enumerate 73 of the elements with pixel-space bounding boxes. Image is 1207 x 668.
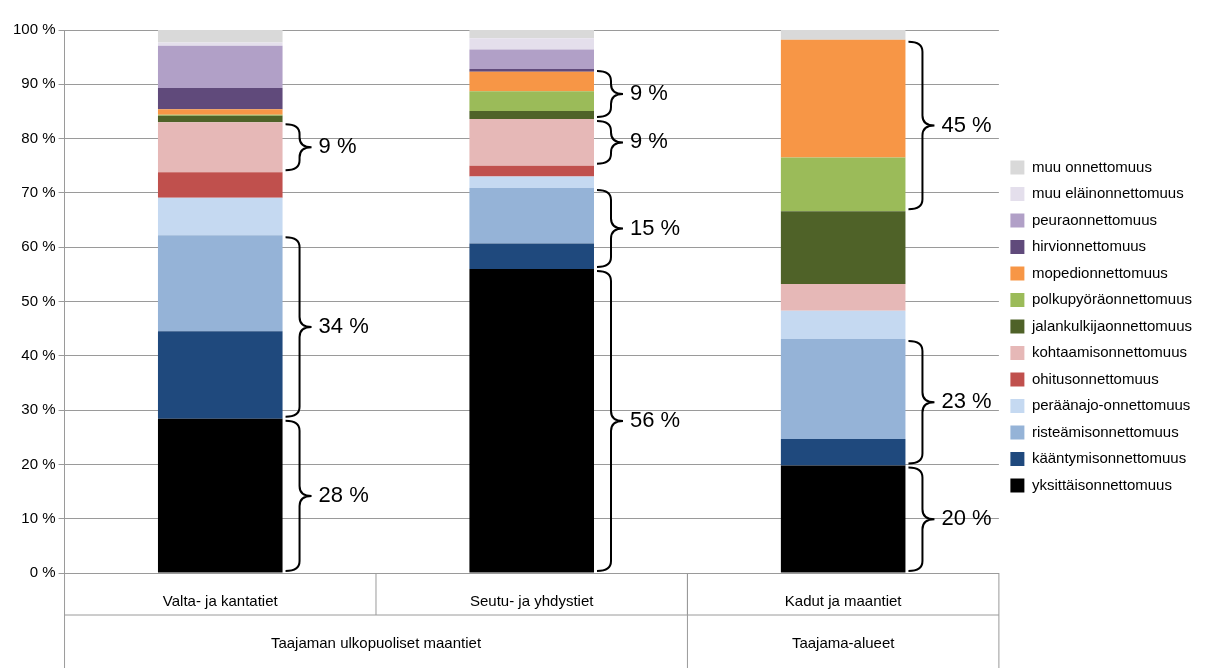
legend-label: yksittäisonnettomuus: [1031, 475, 1172, 493]
annotation: 34 %: [318, 313, 369, 339]
bar: [157, 109, 283, 115]
legend-label: muu eläinonnettomuus: [1031, 184, 1184, 202]
legend-label: muu onnettomuus: [1031, 157, 1152, 175]
bar: [780, 284, 906, 311]
legend-label: peräänajo-onnettomuus: [1031, 396, 1191, 414]
bar: [780, 157, 906, 212]
y-tick-label: 0 %: [29, 563, 56, 581]
legend-label: jalankulkijaonnettomuus: [1030, 316, 1192, 334]
bar: [780, 30, 906, 40]
y-tick-label: 20 %: [21, 454, 56, 472]
y-tick-label: 30 %: [21, 400, 56, 418]
bar: [157, 331, 283, 419]
bar: [157, 122, 283, 173]
bar: [469, 69, 594, 72]
bar: [157, 45, 283, 89]
bar: [469, 119, 594, 166]
bar: [469, 71, 594, 92]
annotation: 9 %: [630, 80, 668, 106]
annotation: 56 %: [630, 407, 681, 433]
text: Taajama-alueet: [791, 634, 896, 652]
annotation: 45 %: [941, 111, 992, 137]
bar: [469, 91, 594, 111]
y-tick-label: 60 %: [21, 237, 56, 255]
legend-label: risteämisonnettomuus: [1031, 422, 1179, 440]
y-tick-label: 100 %: [12, 20, 56, 38]
bar: [780, 465, 906, 573]
bar: [157, 418, 283, 573]
bar: [780, 438, 906, 466]
bar: [780, 338, 906, 439]
bar: [469, 110, 594, 120]
bar: [157, 88, 283, 110]
bar: [157, 235, 283, 332]
legend-label: kääntymisonnettomuus: [1031, 449, 1187, 467]
bar: [157, 197, 283, 236]
bar: [157, 172, 283, 198]
legend-label: polkupyöräonnettomuus: [1031, 290, 1192, 308]
legend-label: ohitusonnettomuus: [1031, 369, 1159, 387]
bar: [469, 30, 594, 39]
bar: [780, 211, 906, 285]
legend-label: hirvionnettomuus: [1031, 237, 1147, 255]
legend-label: kohtaamisonnettomuus: [1031, 343, 1187, 361]
legend-label: mopedionnettomuus: [1031, 263, 1168, 281]
x-tick-label: Seutu- ja yhdystiet: [470, 592, 595, 610]
bar: [157, 115, 283, 123]
annotation: 28 %: [318, 481, 369, 507]
text: Taajaman ulkopuoliset maantiet: [270, 634, 482, 652]
annotation: 23 %: [941, 388, 992, 414]
annotation: 9 %: [630, 128, 668, 154]
bar: [469, 176, 594, 189]
annotation: 15 %: [630, 214, 681, 240]
y-tick-label: 40 %: [21, 345, 56, 363]
annotation: 20 %: [941, 505, 992, 531]
y-tick-label: 10 %: [21, 508, 56, 526]
y-tick-label: 70 %: [21, 183, 56, 201]
bar: [469, 49, 594, 70]
bar: [469, 38, 594, 50]
legend-label: peuraonnettomuus: [1031, 210, 1157, 228]
y-tick-label: 90 %: [21, 74, 56, 92]
bar: [469, 188, 594, 244]
bar: [780, 39, 906, 158]
bar: [157, 42, 283, 46]
y-tick-label: 80 %: [21, 128, 56, 146]
bar: [469, 165, 594, 177]
bar: [157, 30, 283, 43]
bar: [780, 310, 906, 339]
x-tick-label: Kadut ja maantiet: [784, 592, 903, 610]
bar: [469, 243, 594, 269]
annotation: 9 %: [318, 133, 357, 159]
bar: [469, 268, 594, 573]
y-tick-label: 50 %: [21, 291, 56, 309]
x-tick-label: Valta- ja kantatiet: [162, 592, 279, 610]
